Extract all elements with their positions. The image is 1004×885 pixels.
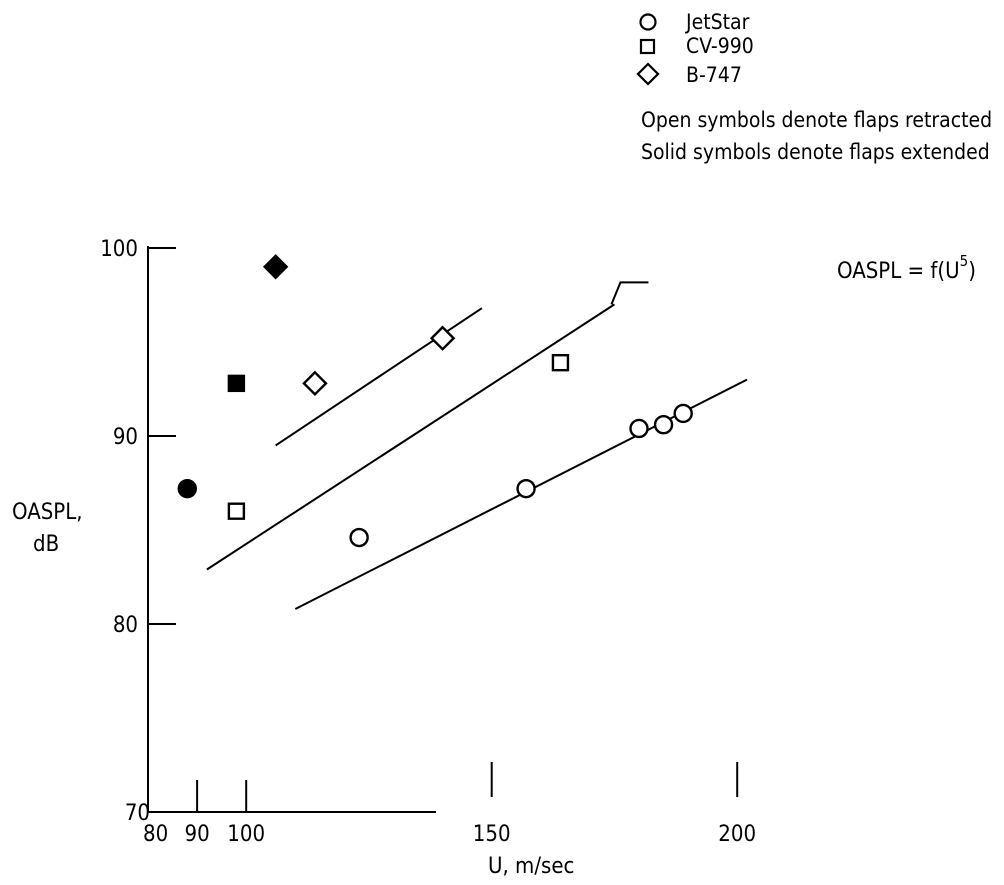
y-axis-label-line2: dB [33, 532, 59, 557]
x-tick-label: 80 [143, 822, 168, 847]
jetstar-point [516, 478, 536, 499]
fit-lines [206, 303, 748, 610]
jetstar-point [349, 527, 369, 548]
legend-circle-symbol [639, 13, 657, 31]
legend-entry-cv990: CV-990 [639, 34, 754, 58]
legend: JetStar CV-990 B-747 Open symbols denote… [636, 10, 992, 164]
x-tick-label: 90 [185, 822, 210, 847]
legend-diamond-symbol [636, 62, 660, 86]
y-tick-label: 100 [100, 237, 138, 262]
annotation-leader-line [610, 281, 649, 305]
b747-point [429, 325, 456, 351]
cv990-point [227, 502, 246, 520]
y-tick-label: 70 [125, 801, 150, 826]
legend-note-open: Open symbols denote flaps retracted [641, 108, 992, 132]
legend-entry-jetstar: JetStar [639, 10, 750, 34]
legend-entry-b747: B-747 [636, 62, 742, 87]
x-axis-label: U, m/sec [488, 854, 574, 879]
y-tick-label: 90 [113, 425, 138, 450]
y-tick-label: 80 [113, 613, 138, 638]
cv990-point [551, 353, 570, 372]
jetstar-point [629, 418, 649, 439]
cv990-point [227, 374, 246, 393]
b747-point [302, 370, 328, 397]
fit-line [275, 307, 483, 447]
b747-point [262, 254, 289, 280]
legend-label-jetstar: JetStar [685, 10, 750, 34]
legend-square-symbol [639, 38, 656, 55]
data-points [177, 254, 693, 548]
x-tick-label: 200 [718, 822, 756, 847]
annotation-text: OASPL = f(U5) [837, 252, 976, 284]
jetstar-point [653, 415, 674, 435]
x-axis-ticks: 80 90 100 150 200 [143, 762, 756, 847]
legend-label-b747: B-747 [686, 63, 742, 87]
jetstar-point [673, 403, 693, 424]
legend-label-cv990: CV-990 [686, 34, 754, 58]
jetstar-point [177, 478, 197, 499]
y-axis-ticks: 70 80 90 100 [100, 237, 176, 826]
x-tick-label: 100 [227, 822, 265, 847]
annotation: OASPL = f(U5) [610, 252, 976, 305]
y-axis-label-line1: OASPL, [12, 500, 83, 525]
fit-line [206, 303, 615, 571]
x-tick-label: 150 [473, 822, 511, 847]
legend-note-solid: Solid symbols denote flaps extended [641, 140, 990, 164]
